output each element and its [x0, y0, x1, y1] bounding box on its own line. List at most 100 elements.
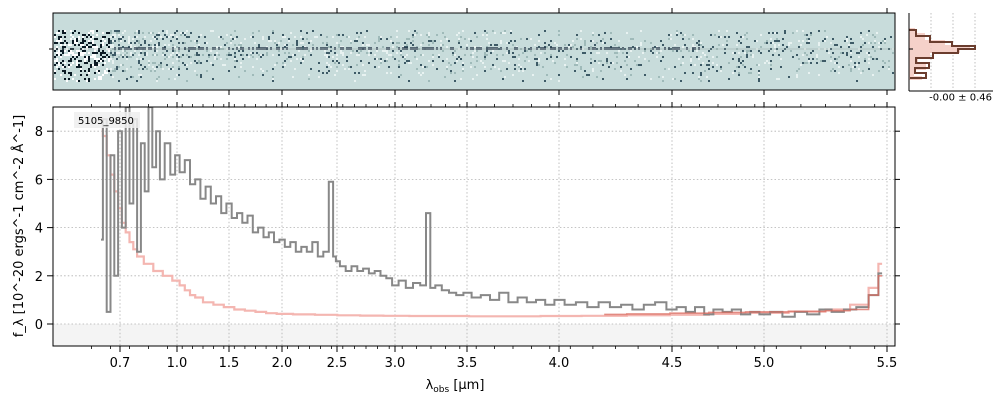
image-pixel — [792, 32, 794, 34]
image-pixel — [138, 40, 140, 42]
image-pixel — [362, 44, 364, 46]
image-pixel — [632, 38, 634, 40]
image-pixel — [88, 72, 90, 74]
image-pixel — [98, 76, 100, 78]
image-pixel — [676, 30, 678, 32]
image-pixel — [72, 56, 74, 58]
image-pixel — [74, 58, 76, 60]
image-pixel — [626, 52, 628, 54]
image-pixel — [82, 38, 84, 40]
image-trace — [514, 47, 516, 50]
image-trace — [398, 47, 400, 50]
image-pixel — [56, 66, 58, 68]
image-pixel — [368, 44, 370, 46]
image-pixel — [154, 70, 156, 72]
image-pixel — [302, 58, 304, 60]
image-pixel — [122, 36, 124, 38]
image-pixel — [746, 32, 748, 34]
image-pixel — [336, 70, 338, 72]
image-pixel — [742, 36, 744, 38]
image-pixel — [598, 60, 600, 62]
image-pixel — [134, 52, 136, 54]
image-pixel — [104, 72, 106, 74]
image-pixel — [206, 70, 208, 72]
image-pixel — [500, 70, 502, 72]
image-pixel — [536, 64, 538, 66]
image-pixel — [428, 36, 430, 38]
image-pixel — [244, 38, 246, 40]
image-pixel — [432, 54, 434, 56]
image-pixel — [336, 60, 338, 62]
image-pixel — [326, 54, 328, 56]
image-pixel — [172, 52, 174, 54]
image-pixel — [80, 42, 82, 44]
image-pixel — [104, 70, 106, 72]
image-pixel — [374, 42, 376, 44]
image-pixel — [234, 56, 236, 58]
image-pixel — [296, 44, 298, 46]
image-trace — [500, 47, 502, 50]
image-pixel — [122, 64, 124, 66]
image-pixel — [86, 56, 88, 58]
image-pixel — [702, 62, 704, 64]
observed-spectrum-line — [101, 107, 883, 318]
image-pixel — [196, 54, 198, 56]
image-trace — [580, 47, 582, 50]
spectrum-1d-panel: 0.7 1.0 1.5 2.0 2.5 3.0 3.5 4.0 4.5 5.0 5.5 02468 … — [35, 102, 900, 371]
image-pixel — [348, 68, 350, 70]
image-pixel — [700, 64, 702, 66]
image-pixel — [164, 44, 166, 46]
image-pixel — [848, 44, 850, 46]
image-pixel — [98, 72, 100, 74]
image-pixel — [836, 58, 838, 60]
image-pixel — [116, 66, 118, 68]
image-trace — [206, 47, 208, 50]
image-pixel — [484, 52, 486, 54]
image-pixel — [124, 70, 126, 72]
image-pixel — [538, 60, 540, 62]
image-pixel — [740, 42, 742, 44]
image-pixel — [186, 36, 188, 38]
image-pixel — [416, 68, 418, 70]
image-pixel — [476, 50, 478, 52]
image-pixel — [746, 46, 748, 48]
image-pixel — [238, 50, 240, 52]
image-pixel — [108, 70, 110, 72]
image-pixel — [518, 66, 520, 68]
image-pixel — [490, 52, 492, 54]
image-pixel — [776, 32, 778, 34]
image-pixel — [682, 56, 684, 58]
image-pixel — [220, 36, 222, 38]
image-pixel — [64, 54, 66, 56]
image-pixel — [382, 46, 384, 48]
image-pixel — [590, 40, 592, 42]
image-pixel — [356, 50, 358, 52]
image-pixel — [368, 50, 370, 52]
image-pixel — [806, 42, 808, 44]
image-pixel — [266, 54, 268, 56]
image-pixel — [398, 66, 400, 68]
image-pixel — [614, 44, 616, 46]
image-trace — [164, 47, 166, 50]
image-pixel — [114, 34, 116, 36]
plot-frame — [52, 106, 896, 347]
image-pixel — [474, 32, 476, 34]
image-pixel — [846, 40, 848, 42]
image-pixel — [342, 52, 344, 54]
image-pixel — [208, 56, 210, 58]
image-pixel — [534, 54, 536, 56]
image-pixel — [362, 42, 364, 44]
image-pixel — [98, 58, 100, 60]
image-pixel — [308, 74, 310, 76]
image-pixel — [130, 76, 132, 78]
image-pixel — [758, 74, 760, 76]
image-pixel — [154, 38, 156, 40]
image-pixel — [826, 50, 828, 52]
image-pixel — [726, 44, 728, 46]
image-pixel — [56, 46, 58, 48]
image-pixel — [436, 34, 438, 36]
image-pixel — [438, 54, 440, 56]
image-pixel — [798, 46, 800, 48]
image-trace — [436, 47, 438, 50]
image-pixel — [158, 34, 160, 36]
